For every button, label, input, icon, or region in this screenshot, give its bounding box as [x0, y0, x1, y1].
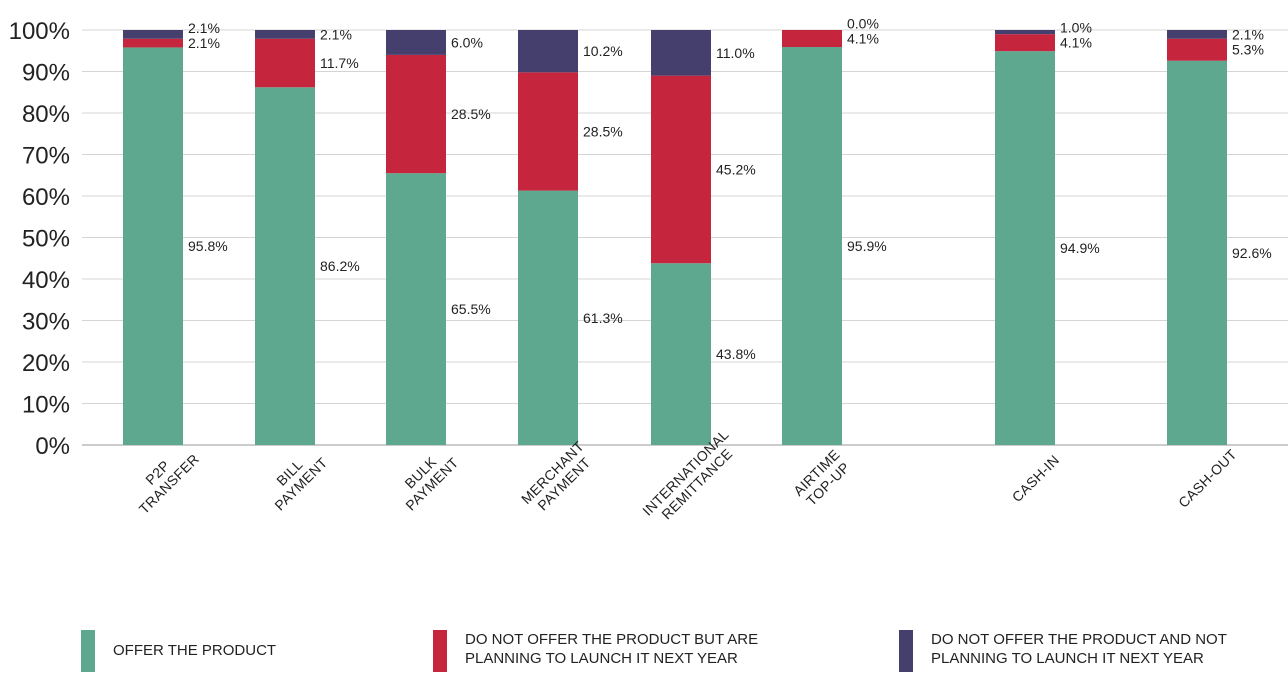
bar-segment	[782, 30, 842, 48]
legend-swatch-planning	[433, 630, 447, 672]
x-tick-label-line: TRANSFER	[136, 451, 202, 517]
y-axis: 0% 10% 20% 30% 40% 50% 60% 70% 80% 90% 100%	[9, 18, 70, 460]
bar-segment	[1167, 60, 1227, 446]
legend-item-planning: DO NOT OFFER THE PRODUCT BUT ARE PLANNIN…	[433, 630, 758, 672]
data-label: 0.0%	[847, 16, 879, 32]
bar-segment	[518, 72, 578, 191]
legend-label-planning: DO NOT OFFER THE PRODUCT BUT ARE PLANNIN…	[465, 630, 758, 668]
legend-label-line: DO NOT OFFER THE PRODUCT AND NOT	[931, 631, 1227, 648]
data-label: 28.5%	[451, 106, 491, 122]
data-label: 4.1%	[1060, 35, 1092, 51]
data-label: 4.1%	[847, 31, 879, 47]
data-label: 92.6%	[1232, 245, 1272, 261]
data-label: 5.3%	[1232, 42, 1264, 58]
x-tick-label: CASH-IN	[1009, 452, 1063, 506]
data-label: 2.1%	[320, 26, 352, 42]
bars	[123, 30, 1227, 446]
data-label: 61.3%	[583, 310, 623, 326]
data-label: 11.7%	[320, 55, 359, 71]
y-tick-label: 70%	[22, 143, 70, 170]
bar-segment	[995, 34, 1055, 52]
legend-label-line: PLANNING TO LAUNCH IT NEXT YEAR	[465, 650, 738, 667]
bar-segment	[651, 75, 711, 264]
data-label: 86.2%	[320, 258, 360, 274]
bar-segment	[123, 38, 183, 48]
legend-item-not-planning: DO NOT OFFER THE PRODUCT AND NOT PLANNIN…	[899, 630, 1227, 672]
bar-segment	[1167, 38, 1227, 61]
data-label: 2.1%	[188, 20, 220, 36]
data-label: 1.0%	[1060, 20, 1092, 36]
data-label: 95.8%	[188, 238, 228, 254]
y-tick-label: 30%	[22, 309, 70, 336]
x-tick-label: MERCHANTPAYMENT	[518, 438, 599, 519]
legend-swatch-offer	[81, 630, 95, 672]
x-tick-label-line: CASH-OUT	[1175, 446, 1240, 511]
bar-segment	[123, 47, 183, 446]
x-tick-label: P2PTRANSFER	[124, 439, 202, 517]
data-label: 2.1%	[188, 35, 220, 51]
bar-segment	[518, 190, 578, 445]
bar-segment	[1167, 30, 1227, 39]
data-labels: 95.8%2.1%2.1%86.2%11.7%2.1%65.5%28.5%6.0…	[188, 16, 1272, 363]
bar-segment	[518, 30, 578, 73]
y-tick-label: 90%	[22, 60, 70, 87]
data-label: 11.0%	[716, 45, 755, 61]
y-tick-label: 10%	[22, 392, 70, 419]
legend-label-not-planning: DO NOT OFFER THE PRODUCT AND NOT PLANNIN…	[931, 630, 1227, 668]
legend-label-line: PLANNING TO LAUNCH IT NEXT YEAR	[931, 650, 1204, 667]
bar-segment	[995, 30, 1055, 35]
x-tick-label: AIRTIMETOP-UP	[790, 446, 854, 510]
bar-segment	[123, 30, 183, 39]
legend-label-offer: OFFER THE PRODUCT	[113, 630, 276, 660]
bar-segment	[651, 30, 711, 76]
bar-segment	[782, 47, 842, 445]
data-label: 94.9%	[1060, 240, 1100, 256]
bar-segment	[255, 38, 315, 88]
y-tick-label: 0%	[35, 433, 70, 460]
x-tick-label: CASH-OUT	[1175, 446, 1240, 511]
bar-segment	[386, 54, 446, 174]
y-tick-label: 50%	[22, 226, 70, 253]
legend-item-offer: OFFER THE PRODUCT	[81, 630, 276, 672]
data-label: 65.5%	[451, 301, 491, 317]
x-tick-label-line: CASH-IN	[1009, 452, 1063, 506]
x-tick-label: BILLPAYMENT	[260, 443, 331, 514]
bar-segment	[651, 263, 711, 445]
legend-swatch-not-planning	[899, 630, 913, 672]
legend-label-line: DO NOT OFFER THE PRODUCT BUT ARE	[465, 631, 759, 648]
data-label: 28.5%	[583, 123, 623, 139]
x-tick-label: BULKPAYMENT	[391, 443, 462, 514]
data-label: 43.8%	[716, 346, 756, 362]
y-tick-label: 80%	[22, 101, 70, 128]
data-label: 2.1%	[1232, 26, 1264, 42]
data-label: 6.0%	[451, 34, 483, 50]
legend-label-line: OFFER THE PRODUCT	[113, 642, 277, 659]
bar-segment	[386, 173, 446, 446]
y-tick-label: 40%	[22, 267, 70, 294]
y-tick-label: 20%	[22, 350, 70, 377]
bar-segment	[255, 87, 315, 446]
y-tick-label: 100%	[9, 18, 70, 45]
data-label: 45.2%	[716, 161, 756, 177]
data-label: 10.2%	[583, 43, 623, 59]
y-tick-label: 60%	[22, 184, 70, 211]
bar-segment	[386, 30, 446, 55]
bar-segment	[995, 51, 1055, 445]
data-label: 95.9%	[847, 238, 887, 254]
bar-segment	[255, 30, 315, 39]
